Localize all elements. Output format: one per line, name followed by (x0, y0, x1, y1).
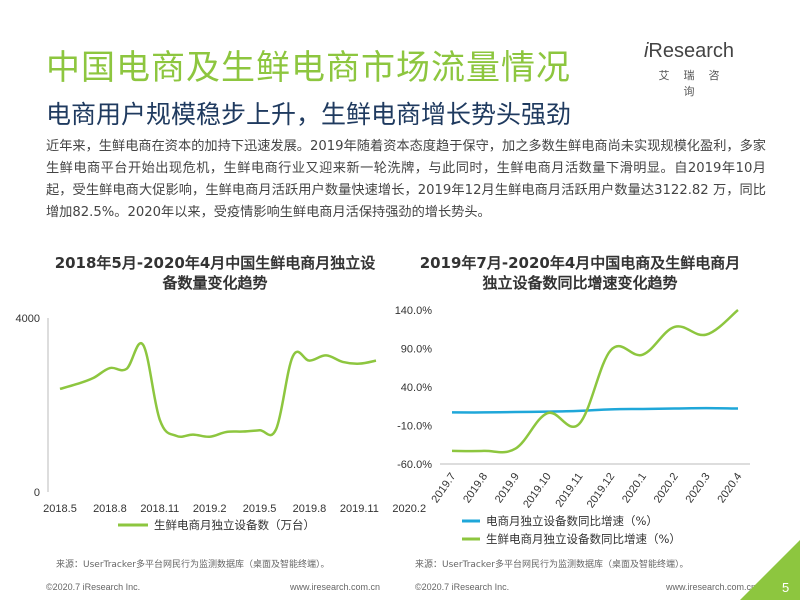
chart1-x-tick: 2019.11 (340, 503, 379, 515)
chart1-x-tick: 2018.11 (140, 503, 179, 515)
intro-paragraph: 近年来，生鲜电商在资本的加持下迅速发展。2019年随着资本态度趋于保守，加之多数… (46, 139, 766, 220)
chart2-source: 来源：UserTracker多平台网民行为监测数据库（桌面及智能终端）。 (415, 560, 689, 570)
chart2-x-tick: 2020.4 (715, 471, 744, 505)
chart2-series-line-2 (451, 309, 739, 454)
footer-copyright-right: ©2020.7 iResearch Inc. (415, 582, 510, 592)
chart2-x-tick: 2019.10 (521, 471, 554, 510)
chart2-x-tick: 2019.7 (429, 471, 458, 505)
chart2-y-tick: -60.0% (397, 459, 432, 471)
chart2-legend-label-2: 生鲜电商月独立设备数同比增速（%） (486, 532, 681, 546)
chart2-x-tick: 2020.3 (684, 471, 713, 505)
chart2-x-tick: 2019.8 (461, 471, 490, 505)
chart2-legend-label-1: 电商月独立设备数同比增速（%） (486, 514, 658, 528)
chart1-x-tick: 2019.5 (243, 503, 277, 515)
footer-website-right: www.iresearch.com.cn (666, 582, 757, 592)
chart1-series-line (59, 341, 377, 439)
page-number: 5 (782, 580, 790, 595)
chart1-y-tick: 4000 (16, 313, 40, 325)
chart1-x-tick: 2018.8 (93, 503, 127, 515)
chart2-y-tick: -10.0% (397, 421, 432, 433)
page-title: 中国电商及生鲜电商市场流量情况 (46, 48, 571, 88)
page-subtitle: 电商用户规模稳步上升，生鲜电商增长势头强劲 (46, 100, 572, 129)
chart2-x-tick: 2019.9 (493, 471, 522, 505)
chart2-y-tick: 40.0% (401, 382, 432, 394)
chart1-x-tick: 2018.5 (43, 503, 77, 515)
chart2-title: 2019年7月-2020年4月中国电商及生鲜电商月 独立设备数同比增速变化趋势 (419, 254, 741, 292)
chart2-y-tick: 90.0% (401, 344, 432, 356)
chart1-title: 2018年5月-2020年4月中国生鲜电商月独立设 备数量变化趋势 (54, 254, 376, 292)
footer-copyright-left: ©2020.7 iResearch Inc. (46, 582, 141, 592)
chart1-x-tick: 2019.8 (293, 503, 327, 515)
footer-website-left: www.iresearch.com.cn (290, 582, 381, 592)
iresearch-logo: iResearch 艾瑞咨询 (643, 40, 735, 98)
chart1-source: 来源：UserTracker多平台网民行为监测数据库（桌面及智能终端）。 (56, 560, 330, 570)
chart1-legend-label: 生鲜电商月独立设备数（万台） (154, 518, 315, 532)
chart1-x-tick: 2019.2 (193, 503, 227, 515)
chart2-x-tick: 2020.2 (652, 471, 681, 505)
corner-decoration (740, 540, 800, 600)
chart2-x-tick: 2019.11 (553, 471, 585, 510)
chart1-y-tick: 0 (34, 487, 40, 499)
chart2-x-tick: 2020.1 (620, 471, 649, 505)
chart2-series-line-1 (451, 406, 739, 414)
chart1-x-tick: 2020.2 (392, 503, 426, 515)
chart2-y-tick: 140.0% (395, 305, 433, 317)
chart2-x-tick: 2019.12 (585, 471, 618, 510)
